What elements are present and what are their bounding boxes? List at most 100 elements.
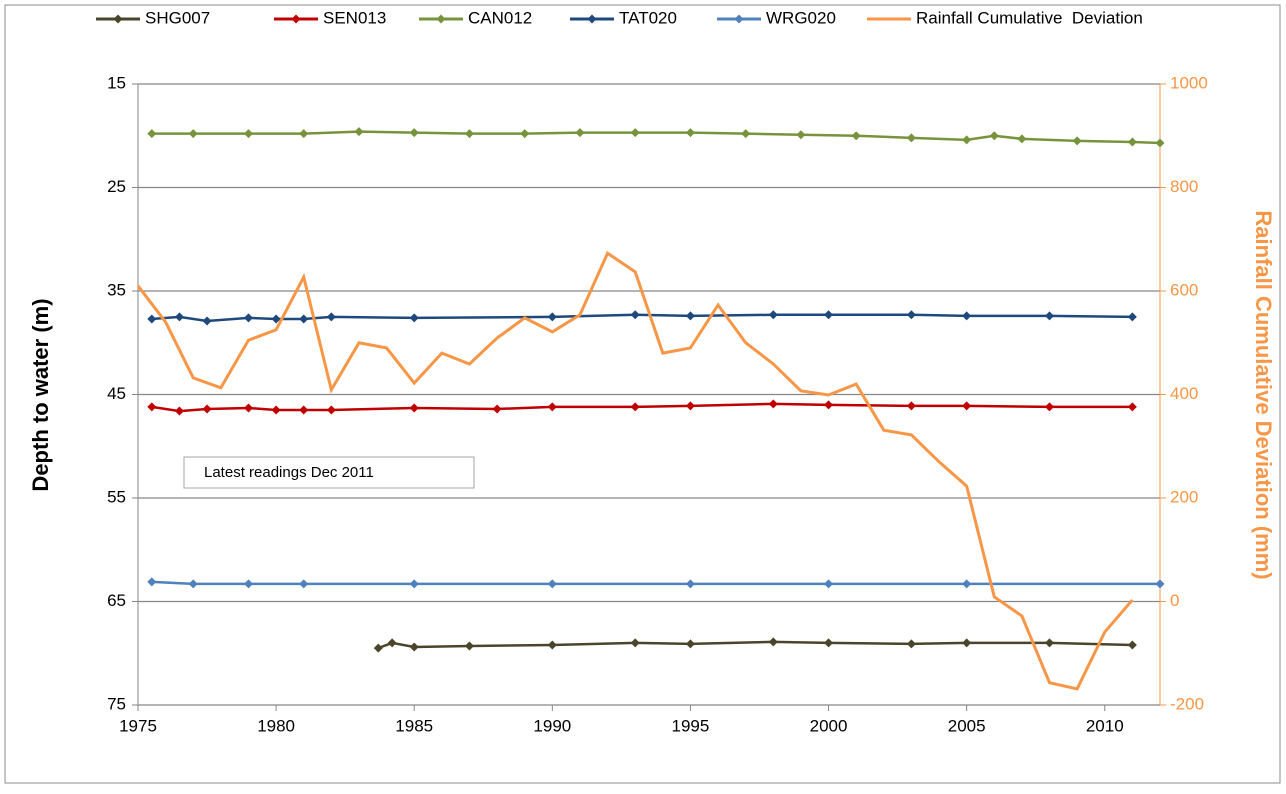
data-point bbox=[741, 129, 751, 139]
y2-tick-label: 400 bbox=[1170, 384, 1198, 403]
data-point bbox=[768, 399, 778, 409]
data-point bbox=[147, 129, 157, 139]
data-point bbox=[796, 130, 806, 140]
data-point bbox=[685, 401, 695, 411]
data-point bbox=[685, 128, 695, 138]
data-point bbox=[1155, 579, 1165, 589]
data-point bbox=[768, 637, 778, 647]
data-point bbox=[409, 403, 419, 413]
y-tick-label: 35 bbox=[107, 280, 126, 299]
data-point bbox=[243, 403, 253, 413]
legend-label: CAN012 bbox=[468, 8, 532, 27]
data-point bbox=[630, 128, 640, 138]
data-point bbox=[547, 579, 557, 589]
data-point bbox=[147, 577, 157, 587]
data-point bbox=[464, 641, 474, 651]
data-point bbox=[685, 311, 695, 321]
annotation: Latest readings Dec 2011 bbox=[204, 464, 374, 481]
y-tick-label: 75 bbox=[107, 694, 126, 713]
data-point bbox=[271, 314, 281, 324]
data-point bbox=[326, 312, 336, 322]
data-point bbox=[630, 638, 640, 648]
data-point bbox=[1045, 311, 1055, 321]
data-point bbox=[1045, 638, 1055, 648]
data-point bbox=[547, 640, 557, 650]
data-point bbox=[685, 639, 695, 649]
data-point bbox=[906, 310, 916, 320]
x-tick-label: 2000 bbox=[810, 716, 848, 735]
data-point bbox=[409, 128, 419, 138]
data-point bbox=[520, 129, 530, 139]
legend-marker bbox=[734, 14, 744, 24]
data-point bbox=[962, 638, 972, 648]
data-point bbox=[188, 129, 198, 139]
data-point bbox=[147, 402, 157, 412]
series-line bbox=[151, 580, 1160, 586]
data-point bbox=[409, 313, 419, 323]
legend-marker bbox=[587, 14, 597, 24]
data-point bbox=[373, 643, 383, 653]
data-point bbox=[243, 579, 253, 589]
legend-label: Rainfall Cumulative Deviation bbox=[916, 8, 1143, 27]
y2-tick-label: 1000 bbox=[1170, 73, 1208, 92]
data-point bbox=[202, 404, 212, 414]
data-point bbox=[409, 642, 419, 652]
data-point bbox=[906, 639, 916, 649]
series-line bbox=[151, 402, 1133, 413]
data-point bbox=[492, 404, 502, 414]
data-point bbox=[409, 579, 419, 589]
data-point bbox=[1127, 640, 1137, 650]
data-point bbox=[824, 310, 834, 320]
y-tick-label: 25 bbox=[107, 177, 126, 196]
data-point bbox=[768, 310, 778, 320]
data-point bbox=[299, 579, 309, 589]
data-point bbox=[387, 638, 397, 648]
y-tick-label: 65 bbox=[107, 591, 126, 610]
y-tick-label: 15 bbox=[107, 73, 126, 92]
legend-label: TAT020 bbox=[619, 8, 677, 27]
y-axis-title: Depth to water (m) bbox=[28, 298, 53, 491]
data-point bbox=[1017, 134, 1027, 144]
data-point bbox=[271, 405, 281, 415]
data-point bbox=[299, 314, 309, 324]
data-point bbox=[243, 129, 253, 139]
x-tick-label: 2005 bbox=[948, 716, 986, 735]
data-point bbox=[354, 127, 364, 137]
data-point bbox=[962, 579, 972, 589]
legend-label: SHG007 bbox=[145, 8, 210, 27]
data-point bbox=[243, 313, 253, 323]
data-point bbox=[906, 133, 916, 143]
y2-tick-label: 0 bbox=[1170, 591, 1179, 610]
data-point bbox=[630, 310, 640, 320]
data-point bbox=[547, 402, 557, 412]
series-line bbox=[136, 250, 1134, 691]
data-point bbox=[464, 129, 474, 139]
data-point bbox=[962, 311, 972, 321]
data-point bbox=[1155, 138, 1165, 148]
x-tick-label: 2010 bbox=[1086, 716, 1124, 735]
x-tick-label: 1980 bbox=[257, 716, 295, 735]
legend-label: WRG020 bbox=[766, 8, 836, 27]
y-tick-label: 55 bbox=[107, 487, 126, 506]
legend-marker bbox=[113, 14, 123, 24]
data-point bbox=[824, 400, 834, 410]
legend-label: SEN013 bbox=[323, 8, 386, 27]
legend-marker bbox=[436, 14, 446, 24]
data-point bbox=[147, 314, 157, 324]
data-point bbox=[1072, 136, 1082, 146]
data-point bbox=[906, 401, 916, 411]
data-point bbox=[299, 129, 309, 139]
data-point bbox=[575, 128, 585, 138]
data-point bbox=[824, 638, 834, 648]
data-point bbox=[174, 312, 184, 322]
data-point bbox=[1127, 312, 1137, 322]
data-point bbox=[1127, 137, 1137, 147]
x-tick-label: 1985 bbox=[395, 716, 433, 735]
legend-marker bbox=[291, 14, 301, 24]
data-point bbox=[188, 579, 198, 589]
data-point bbox=[299, 405, 309, 415]
x-tick-label: 1975 bbox=[119, 716, 157, 735]
data-point bbox=[174, 406, 184, 416]
data-point bbox=[630, 402, 640, 412]
